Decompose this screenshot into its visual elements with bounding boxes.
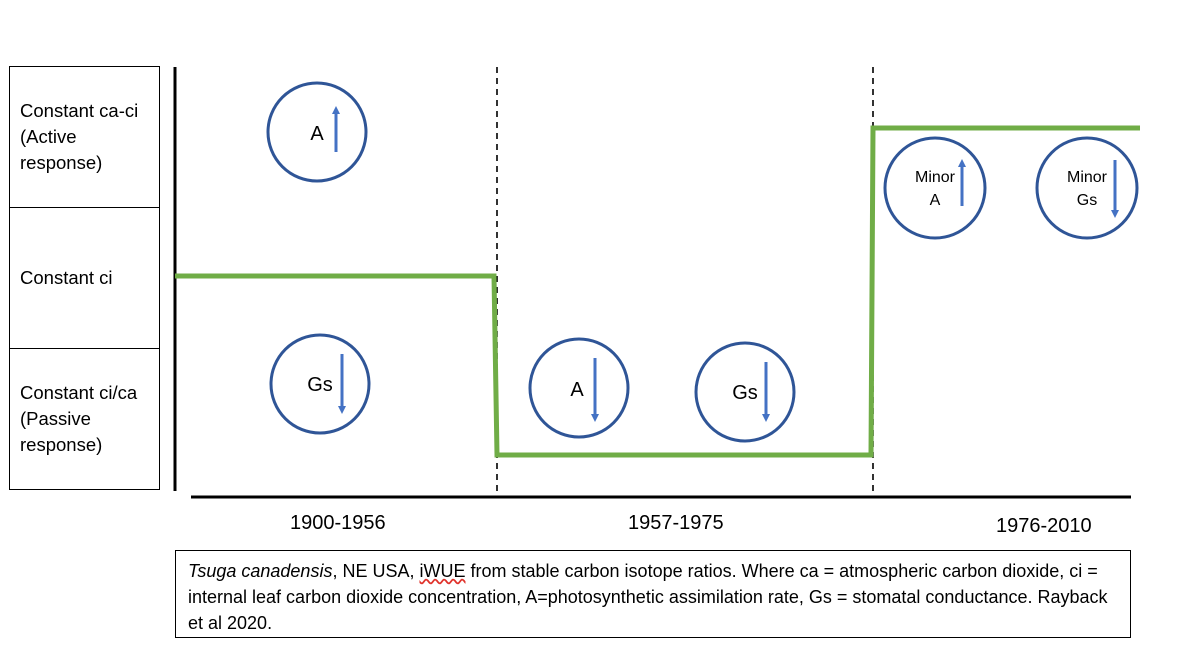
row-label-line: (Passive: [20, 408, 91, 429]
row-label-line: Constant ci: [20, 267, 113, 288]
circle-label: A: [930, 192, 941, 209]
period-label-1957: 1957-1975: [628, 512, 724, 534]
row-label-line: Constant ca-ci: [20, 100, 139, 121]
caption-text: , NE USA,: [332, 561, 420, 581]
circle-label: Gs: [307, 374, 333, 396]
circle-a-increase-1900: A: [266, 81, 368, 183]
circle-label: Gs: [1077, 192, 1097, 209]
row-label-line: Constant ci/ca: [20, 382, 138, 403]
period-label-1976: 1976-2010: [996, 515, 1092, 537]
row-label-line: response): [20, 434, 103, 455]
circle-label: A: [570, 379, 584, 401]
row-label-active-response: Constant ca-ci (Active response): [10, 67, 159, 208]
circle-a-decrease-1957: A: [528, 337, 630, 439]
row-label-line: (Active: [20, 126, 77, 147]
circle-label: Minor: [915, 169, 956, 186]
response-step-line: [175, 125, 1140, 458]
circle-gs-decrease-1957: Gs: [694, 341, 796, 443]
circle-label: Minor: [1067, 169, 1108, 186]
circle-gs-decrease-1900: Gs: [269, 333, 371, 435]
circle-label: Gs: [732, 382, 758, 404]
row-label-table: Constant ca-ci (Active response) Constan…: [9, 66, 160, 490]
row-label-constant-ci: Constant ci: [10, 208, 159, 349]
caption-text: from stable carbon isotope ratios. Where…: [188, 561, 1108, 633]
circle-minor-gs-decrease-1976: Minor Gs: [1035, 136, 1139, 240]
caption-iwue: iWUE: [419, 561, 466, 581]
row-label-line: response): [20, 152, 103, 173]
circle-label: A: [310, 123, 324, 145]
circle-minor-a-increase-1976: Minor A: [883, 136, 987, 240]
row-label-passive-response: Constant ci/ca (Passive response): [10, 349, 159, 489]
caption-species: Tsuga canadensis: [188, 561, 333, 581]
caption-box: Tsuga canadensis, NE USA, iWUE from stab…: [175, 550, 1131, 638]
period-label-1900: 1900-1956: [290, 512, 386, 534]
